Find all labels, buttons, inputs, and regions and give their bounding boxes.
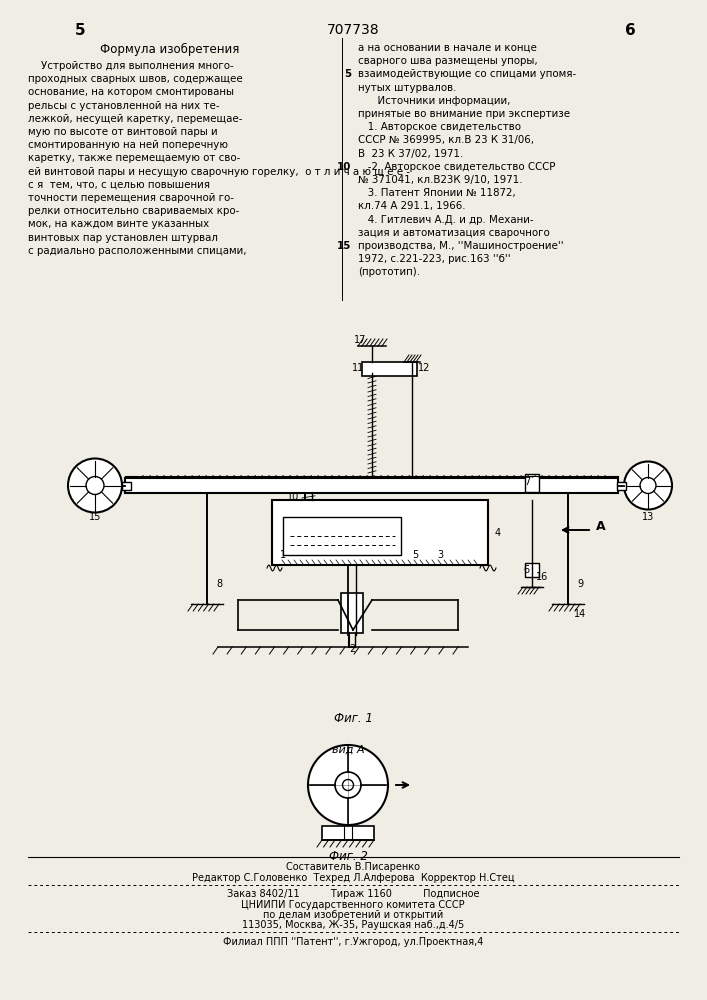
- Bar: [283, 517, 401, 555]
- Text: 707738: 707738: [327, 23, 380, 37]
- Text: Редактор С.Головенко  Техред Л.Алферова  Корректор Н.Стец: Редактор С.Головенко Техред Л.Алферова К…: [192, 873, 514, 883]
- Circle shape: [624, 462, 672, 510]
- Text: Формула изобретения: Формула изобретения: [100, 43, 240, 56]
- Text: точности перемещения сварочной го-: точности перемещения сварочной го-: [28, 193, 234, 203]
- Text: 9: 9: [577, 579, 583, 589]
- Text: -2. Авторское свидетельство СССР: -2. Авторское свидетельство СССР: [358, 162, 556, 172]
- Text: № 371041, кл.В23К 9/10, 1971.: № 371041, кл.В23К 9/10, 1971.: [358, 175, 522, 185]
- Circle shape: [86, 477, 104, 494]
- Text: нутых штурвалов.: нутых штурвалов.: [358, 83, 457, 93]
- Text: 6: 6: [523, 565, 529, 575]
- Text: 5: 5: [344, 69, 351, 79]
- Text: мок, на каждом винте указанных: мок, на каждом винте указанных: [28, 219, 209, 229]
- Text: В  23 К 37/02, 1971.: В 23 К 37/02, 1971.: [358, 149, 463, 159]
- Text: 16: 16: [536, 572, 548, 582]
- Text: рельсы с установленной на них те-: рельсы с установленной на них те-: [28, 101, 220, 111]
- Text: Составитель В.Писаренко: Составитель В.Писаренко: [286, 862, 420, 872]
- Circle shape: [68, 458, 122, 512]
- Text: 15: 15: [337, 241, 351, 251]
- Bar: [125, 478, 618, 493]
- Bar: [122, 482, 131, 489]
- Circle shape: [308, 745, 388, 825]
- Text: зация и автоматизация сварочного: зация и автоматизация сварочного: [358, 228, 550, 238]
- Text: 5: 5: [412, 550, 418, 560]
- Text: производства, М., ''Машиностроение'': производства, М., ''Машиностроение'': [358, 241, 563, 251]
- Text: 1972, с.221-223, рис.163 ''б'': 1972, с.221-223, рис.163 ''б'': [358, 254, 510, 264]
- Text: каретку, также перемещаемую от сво-: каретку, также перемещаемую от сво-: [28, 153, 240, 163]
- Text: ей винтовой пары и несущую сварочную горелку,  о т л и ч а ю щ е е -: ей винтовой пары и несущую сварочную гор…: [28, 167, 410, 177]
- Text: ЦНИИПИ Государственного комитета СССР: ЦНИИПИ Государственного комитета СССР: [241, 900, 464, 910]
- Bar: [362, 362, 417, 376]
- Text: сварного шва размещены упоры,: сварного шва размещены упоры,: [358, 56, 537, 66]
- Text: вид А: вид А: [332, 745, 364, 755]
- Text: 10: 10: [287, 491, 299, 502]
- Text: 3. Патент Японии № 11872,: 3. Патент Японии № 11872,: [358, 188, 515, 198]
- Text: 8: 8: [216, 579, 222, 589]
- Text: 113035, Москва, Ж-35, Раушская наб.,д.4/5: 113035, Москва, Ж-35, Раушская наб.,д.4/…: [242, 920, 464, 930]
- Text: проходных сварных швов, содержащее: проходных сварных швов, содержащее: [28, 74, 243, 84]
- Text: а на основании в начале и конце: а на основании в начале и конце: [358, 43, 537, 53]
- Text: 2: 2: [349, 644, 355, 654]
- Text: винтовых пар установлен штурвал: винтовых пар установлен штурвал: [28, 233, 218, 243]
- Bar: [322, 826, 374, 840]
- Text: кл.74 А 291.1, 1966.: кл.74 А 291.1, 1966.: [358, 201, 465, 211]
- Text: принятые во внимание при экспертизе: принятые во внимание при экспертизе: [358, 109, 570, 119]
- Bar: [272, 500, 488, 565]
- Text: 17: 17: [354, 335, 366, 345]
- Text: 13: 13: [642, 512, 654, 522]
- Text: основание, на котором смонтированы: основание, на котором смонтированы: [28, 87, 234, 97]
- Bar: [341, 593, 363, 633]
- Text: 7: 7: [524, 477, 530, 487]
- Text: мую по высоте от винтовой пары и: мую по высоте от винтовой пары и: [28, 127, 218, 137]
- Text: 1: 1: [280, 550, 286, 560]
- Text: Заказ 8402/11          Тираж 1160          Подписное: Заказ 8402/11 Тираж 1160 Подписное: [227, 889, 479, 899]
- Text: Фиг. 1: Фиг. 1: [334, 712, 373, 725]
- Text: Филиал ППП ''Патент'', г.Ужгород, ул.Проектная,4: Филиал ППП ''Патент'', г.Ужгород, ул.Про…: [223, 937, 483, 947]
- Text: А: А: [596, 520, 606, 532]
- Text: лежкой, несущей каретку, перемещае-: лежкой, несущей каретку, перемещае-: [28, 114, 243, 124]
- Text: 10: 10: [337, 162, 351, 172]
- Text: 3: 3: [437, 550, 443, 560]
- Text: 4. Гитлевич А.Д. и др. Механи-: 4. Гитлевич А.Д. и др. Механи-: [358, 215, 534, 225]
- Text: 14: 14: [574, 609, 586, 619]
- Circle shape: [342, 780, 354, 790]
- Text: 4: 4: [495, 528, 501, 538]
- Bar: [525, 563, 539, 577]
- Text: 11: 11: [352, 363, 364, 373]
- Text: по делам изобретений и открытий: по делам изобретений и открытий: [263, 910, 443, 920]
- Bar: [617, 482, 626, 489]
- Text: 6: 6: [624, 23, 636, 38]
- Text: Источники информации,: Источники информации,: [358, 96, 510, 106]
- Text: 12: 12: [418, 363, 430, 373]
- Text: СССР № 369995, кл.В 23 К 31/06,: СССР № 369995, кл.В 23 К 31/06,: [358, 135, 534, 145]
- Text: релки относительно свариваемых кро-: релки относительно свариваемых кро-: [28, 206, 240, 216]
- Text: с я  тем, что, с целью повышения: с я тем, что, с целью повышения: [28, 180, 210, 190]
- Circle shape: [640, 478, 656, 493]
- Text: (прототип).: (прототип).: [358, 267, 420, 277]
- Bar: [525, 474, 539, 492]
- Text: Фиг. 2: Фиг. 2: [329, 850, 368, 863]
- Text: 5: 5: [75, 23, 86, 38]
- Text: 15: 15: [89, 512, 101, 522]
- Circle shape: [335, 772, 361, 798]
- Text: с радиально расположенными спицами,: с радиально расположенными спицами,: [28, 246, 247, 256]
- Text: Устройство для выполнения много-: Устройство для выполнения много-: [28, 61, 234, 71]
- Text: взаимодействующие со спицами упомя-: взаимодействующие со спицами упомя-: [358, 69, 576, 79]
- Text: смонтированную на ней поперечную: смонтированную на ней поперечную: [28, 140, 228, 150]
- Text: 1. Авторское свидетельство: 1. Авторское свидетельство: [358, 122, 521, 132]
